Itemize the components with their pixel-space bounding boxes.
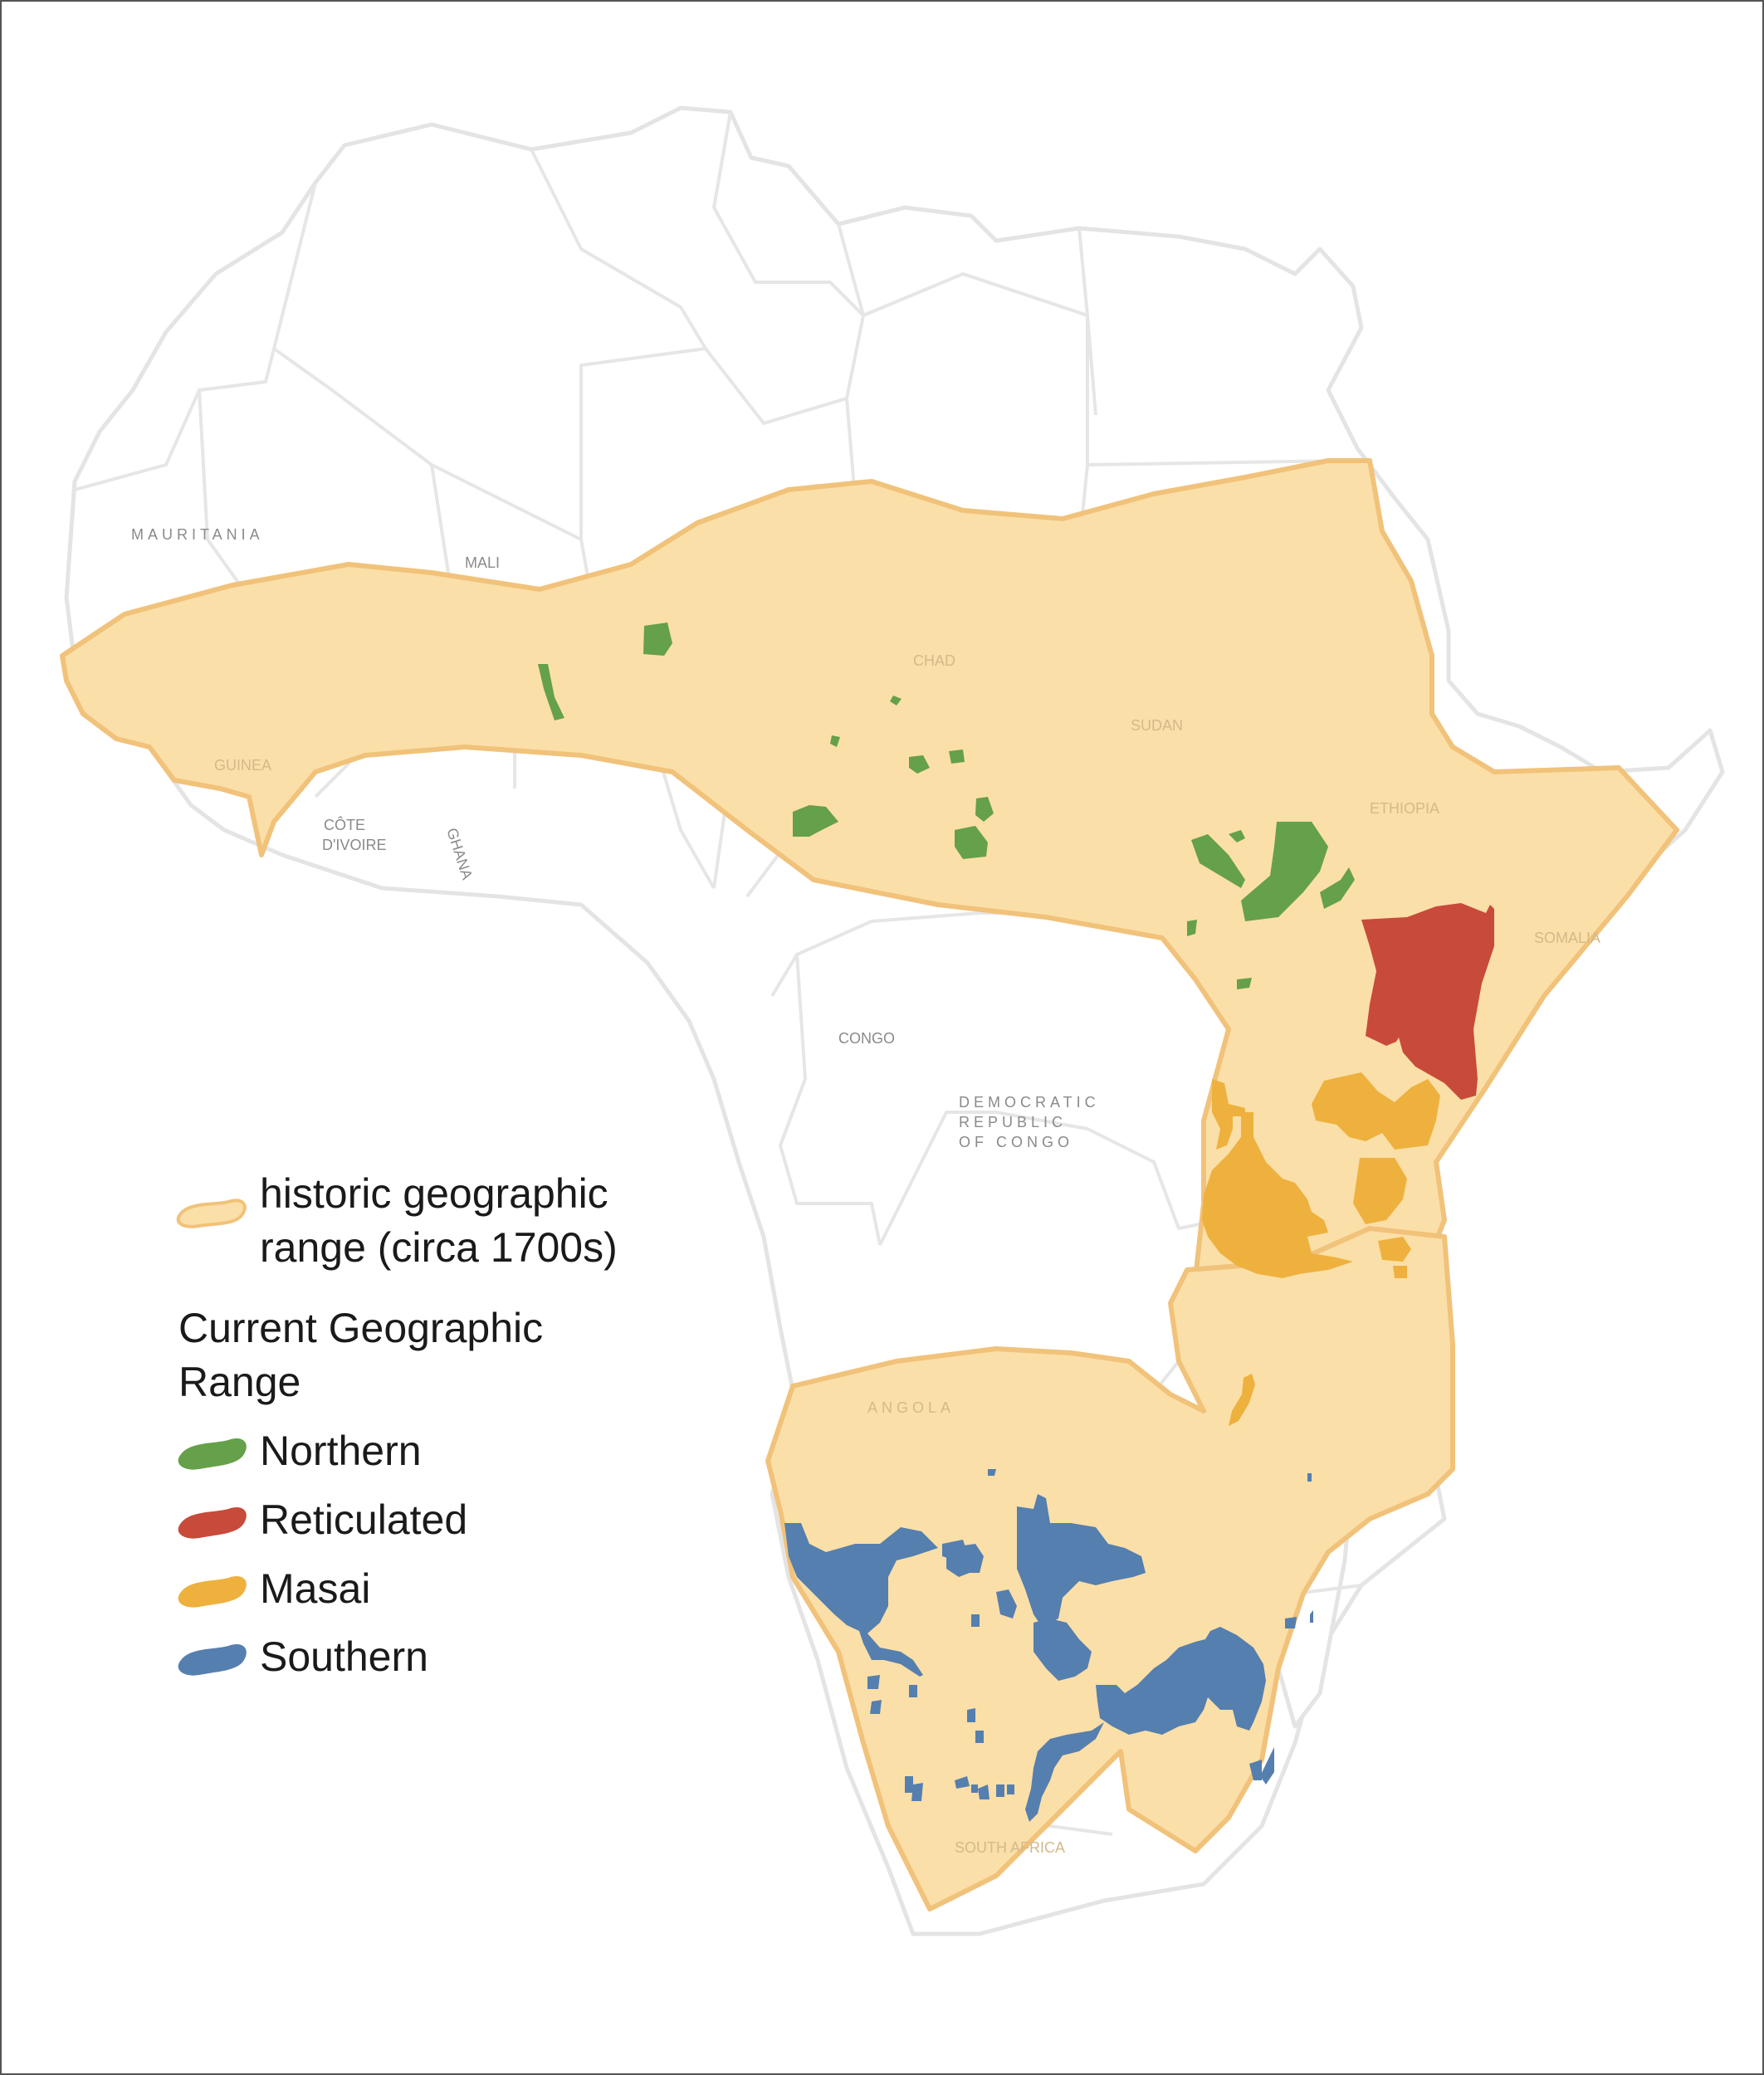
- southern-patch: [971, 1614, 980, 1627]
- northern-patch: [975, 797, 994, 822]
- northern-patch: [1187, 920, 1197, 936]
- northern-range-layer: [538, 622, 1355, 989]
- label-drc-1: DEMOCRATIC: [959, 1094, 1100, 1111]
- label-drc-2: REPUBLIC: [959, 1114, 1067, 1130]
- legend-item-reticulated: Reticulated: [178, 1496, 467, 1543]
- southern-patch: [905, 1776, 913, 1793]
- southern-patch: [988, 1469, 996, 1476]
- southern-patch: [1307, 1473, 1312, 1482]
- label-sudan: SUDAN: [1131, 717, 1183, 734]
- southern-patch: [909, 1685, 917, 1697]
- masai-patch: [1212, 1079, 1245, 1150]
- southern-patch: [1096, 1627, 1266, 1735]
- legend-historic: historic geographic range (circa 1700s): [176, 1170, 618, 1271]
- legend-historic-label-1: historic geographic: [260, 1170, 608, 1217]
- reticulated-range-layer: [1361, 903, 1494, 1100]
- label-ethiopia: ETHIOPIA: [1370, 800, 1439, 817]
- southern-patch: [955, 1776, 970, 1789]
- legend-swatch-reticulated: [178, 1506, 247, 1539]
- legend-label-reticulated: Reticulated: [260, 1496, 467, 1543]
- northern-patch: [949, 749, 965, 764]
- masai-patch: [1202, 1112, 1353, 1278]
- northern-patch: [1237, 978, 1252, 989]
- label-south-africa: SOUTH AFRICA: [955, 1839, 1065, 1856]
- southern-patch: [870, 1700, 882, 1714]
- northern-patch: [830, 735, 840, 747]
- southern-patch: [996, 1784, 1004, 1797]
- southern-patch: [975, 1731, 984, 1743]
- southern-patch: [946, 1544, 984, 1577]
- northern-patch: [538, 664, 564, 720]
- northern-patch: [1320, 867, 1355, 909]
- label-congo: CONGO: [838, 1030, 895, 1047]
- masai-patch: [1393, 1266, 1407, 1278]
- label-mauritania: MAURITANIA: [131, 526, 264, 543]
- label-angola: ANGOLA: [867, 1399, 955, 1416]
- label-somalia: SOMALIA: [1534, 930, 1600, 946]
- legend-current-heading-1: Current Geographic: [178, 1305, 543, 1351]
- northern-patch: [1241, 822, 1328, 921]
- southern-patch: [1285, 1617, 1297, 1628]
- northern-patch: [1191, 834, 1245, 888]
- legend-historic-label-2: range (circa 1700s): [260, 1224, 618, 1271]
- legend-swatch-southern: [178, 1643, 247, 1676]
- southern-patch: [784, 1523, 938, 1677]
- masai-patch: [1229, 1374, 1255, 1426]
- masai-range-layer: [1202, 1072, 1440, 1426]
- legend-item-masai: Masai: [178, 1565, 370, 1612]
- label-cote-divoire-1: CÔTE: [324, 816, 365, 833]
- southern-patch: [967, 1708, 975, 1722]
- southern-patch: [1033, 1618, 1092, 1681]
- legend: historic geographic range (circa 1700s) …: [176, 1170, 618, 1680]
- southern-range-layer: [784, 1469, 1313, 1822]
- label-guinea: GUINEA: [214, 757, 271, 774]
- label-chad: CHAD: [913, 652, 955, 669]
- northern-patch: [643, 622, 672, 656]
- masai-patch: [1312, 1072, 1440, 1150]
- legend-item-southern: Southern: [178, 1633, 428, 1680]
- label-cote-divoire-2: D'IVOIRE: [322, 837, 386, 853]
- northern-patch: [909, 755, 930, 774]
- southern-patch: [1017, 1494, 1146, 1627]
- southern-patch: [996, 1589, 1017, 1618]
- legend-label-southern: Southern: [260, 1633, 428, 1680]
- southern-patch: [1249, 1760, 1262, 1780]
- southern-patch: [978, 1784, 990, 1799]
- northern-patch: [955, 826, 988, 859]
- northern-patch: [793, 805, 838, 837]
- southern-patch: [911, 1783, 923, 1801]
- legend-label-masai: Masai: [260, 1565, 370, 1612]
- masai-patch: [1353, 1158, 1407, 1224]
- northern-patch: [890, 696, 902, 706]
- legend-swatch-historic: [176, 1199, 247, 1228]
- northern-patch: [1229, 830, 1245, 842]
- reticulated-patch: [1361, 903, 1494, 1100]
- southern-patch: [971, 1784, 978, 1793]
- legend-swatch-northern: [178, 1438, 247, 1470]
- label-drc-3: OF CONGO: [959, 1134, 1073, 1150]
- legend-current-heading-2: Range: [178, 1359, 301, 1405]
- southern-patch: [1310, 1610, 1313, 1623]
- masai-patch: [1378, 1237, 1411, 1262]
- legend-swatch-masai: [178, 1575, 247, 1608]
- legend-item-northern: Northern: [178, 1428, 422, 1474]
- legend-label-northern: Northern: [260, 1428, 422, 1474]
- southern-patch: [1260, 1747, 1274, 1784]
- southern-patch: [1007, 1784, 1014, 1794]
- label-mali: MALI: [465, 554, 500, 571]
- southern-patch: [1025, 1722, 1104, 1822]
- southern-patch: [867, 1675, 880, 1689]
